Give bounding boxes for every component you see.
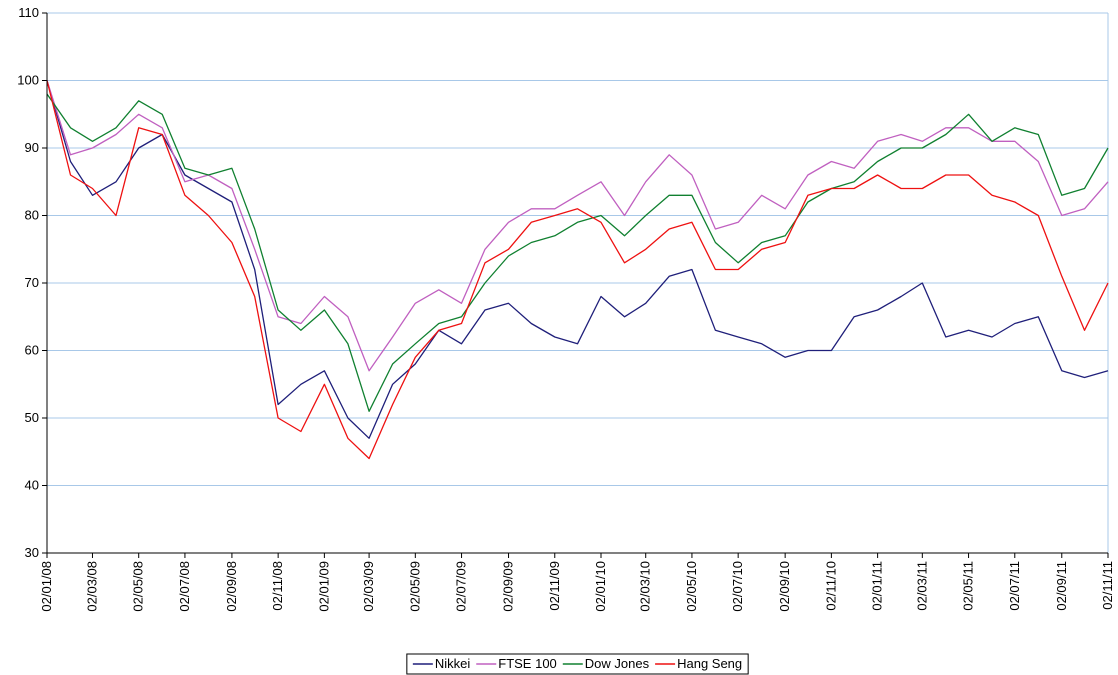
- x-tick-label: 02/05/11: [961, 561, 976, 611]
- series-line: [46, 93, 1109, 412]
- x-tick-label: 02/11/08: [270, 561, 285, 611]
- y-tick-label: 80: [25, 208, 39, 223]
- x-tick-label: 02/03/10: [638, 561, 653, 612]
- x-tick-label: 02/07/11: [1007, 561, 1022, 611]
- y-tick-label: 30: [25, 545, 39, 560]
- x-tick-label: 02/03/09: [361, 561, 376, 612]
- legend-label: Nikkei: [435, 656, 471, 671]
- x-tick-label: 02/09/11: [1054, 561, 1069, 611]
- x-tick-label: 02/09/08: [224, 561, 239, 612]
- x-tick-label: 02/11/09: [547, 561, 562, 611]
- x-tick-label: 02/01/11: [870, 561, 885, 611]
- x-tick-label: 02/05/10: [684, 561, 699, 612]
- legend-label: Hang Seng: [677, 656, 742, 671]
- legend-label: FTSE 100: [498, 656, 557, 671]
- x-tick-label: 02/09/09: [501, 561, 516, 612]
- x-tick-label: 02/03/11: [914, 561, 929, 611]
- y-tick-label: 60: [25, 343, 39, 358]
- x-tick-label: 02/09/10: [777, 561, 792, 612]
- x-tick-label: 02/05/08: [131, 561, 146, 612]
- x-tick-label: 02/07/09: [454, 561, 469, 612]
- x-tick-label: 02/01/09: [316, 561, 331, 612]
- y-tick-label: 70: [25, 275, 39, 290]
- x-tick-label: 02/01/08: [39, 561, 54, 612]
- legend: Nikkei FTSE 100 Dow Jones Hang Seng: [406, 653, 749, 675]
- x-tick-label: 02/01/10: [593, 561, 608, 612]
- legend-label: Dow Jones: [585, 656, 650, 671]
- y-tick-label: 50: [25, 410, 39, 425]
- y-tick-label: 40: [25, 478, 39, 493]
- x-tick-label: 02/11/11: [1100, 561, 1115, 610]
- x-tick-label: 02/07/08: [177, 561, 192, 612]
- series-line: [46, 80, 1109, 460]
- y-tick-label: 100: [17, 73, 39, 88]
- y-tick-label: 110: [18, 5, 39, 20]
- x-tick-label: 02/11/10: [823, 561, 838, 611]
- legend-box: [406, 653, 749, 675]
- series-line: [46, 80, 1109, 439]
- x-tick-label: 02/03/08: [84, 561, 99, 612]
- y-tick-label: 90: [25, 140, 39, 155]
- x-tick-label: 02/07/10: [730, 561, 745, 612]
- series-line: [46, 80, 1109, 372]
- x-tick-label: 02/05/09: [407, 561, 422, 612]
